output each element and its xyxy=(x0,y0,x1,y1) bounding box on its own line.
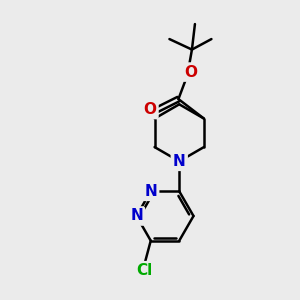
Text: N: N xyxy=(130,208,143,224)
Text: N: N xyxy=(173,154,186,169)
Text: N: N xyxy=(144,184,157,199)
Text: Cl: Cl xyxy=(136,263,153,278)
Text: O: O xyxy=(184,64,197,80)
Text: O: O xyxy=(143,102,156,117)
